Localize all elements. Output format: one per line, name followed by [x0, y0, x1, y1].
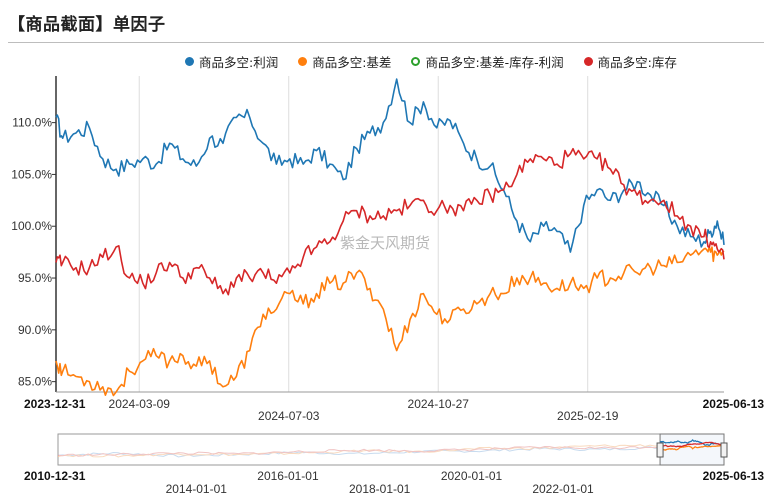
legend-marker-basis-inventory-profit-icon: [411, 57, 421, 66]
series-lines: [55, 78, 725, 397]
y-tick-label: 100.0%: [11, 219, 52, 233]
legend-label-basis-inventory-profit: 商品多空:基差-库存-利润: [425, 55, 564, 70]
navigator-frame: [57, 433, 725, 466]
navigator-inventory-series: [659, 441, 725, 448]
navigator-tick-label: 2020-01-01: [441, 469, 503, 483]
x-tick-label: 2024-10-27: [408, 397, 470, 411]
navigator-tick-labels: 2010-12-31 2014-01-01 2016-01-01 2018-01-01…: [24, 469, 764, 496]
profit-series-line: [55, 78, 725, 253]
x-tick-labels: 2023-12-31 2024-03-09 2024-07-03 2024-10-27…: [24, 397, 764, 423]
page-title: 【商品截面】单因子: [8, 15, 166, 35]
navigator-basis-series: [659, 444, 725, 451]
legend-item-basis-inventory-profit[interactable]: 商品多空:基差-库存-利润: [411, 52, 564, 71]
x-tick-label: 2024-07-03: [258, 409, 320, 423]
x-tick-label: 2024-03-09: [109, 397, 171, 411]
legend-label-profit: 商品多空:利润: [199, 55, 279, 70]
axes: [52, 76, 724, 393]
y-tick-label: 95.0%: [18, 271, 52, 285]
chart-legend: 商品多空:利润 商品多空:基差 商品多空:基差-库存-利润 商品多空:库存: [185, 52, 677, 71]
navigator-tick-label: 2022-01-01: [532, 482, 594, 496]
legend-label-basis: 商品多空:基差: [312, 55, 392, 70]
x-tick-label: 2025-02-19: [557, 409, 619, 423]
watermark-text: 紫金天风期货: [340, 234, 430, 252]
x-tick-label: 2023-12-31: [24, 397, 86, 411]
y-tick-label: 110.0%: [12, 116, 52, 130]
y-tick-labels: 85.0% 90.0% 95.0% 100.0% 105.0% 110.0%: [11, 116, 52, 389]
title-divider: [8, 42, 764, 43]
legend-item-inventory[interactable]: 商品多空:库存: [583, 52, 677, 71]
grid-lines: [138, 76, 589, 392]
y-tick-label: 85.0%: [18, 375, 52, 389]
legend-marker-basis-icon: [298, 57, 308, 66]
y-tick-label: 105.0%: [11, 167, 52, 181]
legend-item-basis[interactable]: 商品多空:基差: [298, 52, 391, 71]
navigator-tick-label: 2018-01-01: [349, 482, 411, 496]
navigator-mask: [59, 435, 661, 464]
navigator-tick-label: 2010-12-31: [24, 469, 86, 483]
navigator-left-handle[interactable]: [656, 442, 664, 458]
navigator-basis-history: [57, 444, 661, 458]
navigator-selection: [659, 433, 725, 466]
legend-item-profit[interactable]: 商品多空:利润: [185, 52, 278, 71]
legend-marker-profit-icon: [185, 57, 194, 66]
inventory-series-line: [55, 147, 725, 296]
navigator-tick-label: 2014-01-01: [166, 482, 228, 496]
y-tick-label: 90.0%: [18, 323, 52, 337]
navigator-tick-label: 2025-06-13: [703, 469, 765, 483]
navigator-tick-label: 2016-01-01: [257, 469, 319, 483]
legend-marker-inventory-icon: [583, 57, 593, 66]
x-tick-label: 2025-06-13: [703, 397, 765, 411]
legend-label-inventory: 商品多空:库存: [597, 55, 677, 70]
range-navigator[interactable]: [57, 433, 728, 466]
navigator-inventory-history: [57, 445, 661, 457]
basis-series-line: [55, 246, 725, 397]
navigator-right-handle[interactable]: [720, 442, 728, 458]
